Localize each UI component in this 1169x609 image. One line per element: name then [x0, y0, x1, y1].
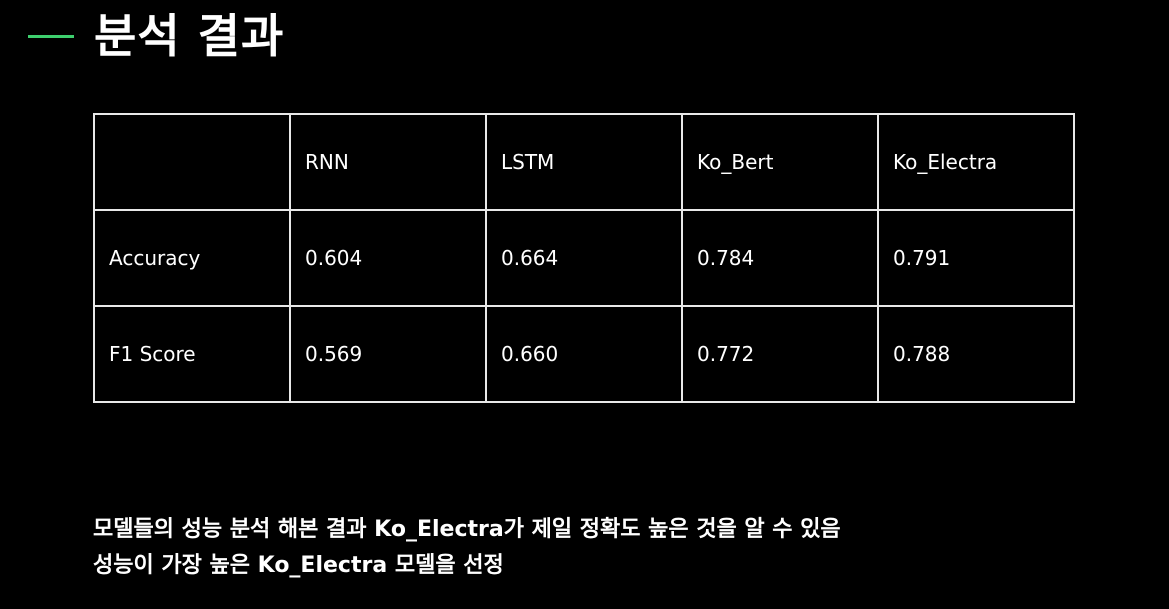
page-title: 분석 결과 [94, 9, 285, 63]
table-row: Accuracy 0.604 0.664 0.784 0.791 [93, 209, 1075, 307]
summary-line-2: 성능이 가장 높은 Ko_Electra 모델을 선정 [93, 553, 504, 578]
table-header-cell-rnn: RNN [289, 113, 487, 211]
row-label-f1-score: F1 Score [93, 305, 291, 403]
table-cell: 0.791 [877, 209, 1075, 307]
results-table: RNN LSTM Ko_Bert Ko_Electra Accuracy 0.6… [93, 113, 1075, 403]
table-row: F1 Score 0.569 0.660 0.772 0.788 [93, 305, 1075, 403]
table-header-cell-ko-electra: Ko_Electra [877, 113, 1075, 211]
title-accent-line [28, 34, 74, 38]
summary-line-1: 모델들의 성능 분석 해본 결과 Ko_Electra가 제일 정확도 높은 것… [93, 517, 841, 542]
table-cell: 0.604 [289, 209, 487, 307]
table-cell: 0.784 [681, 209, 879, 307]
summary-text: 모델들의 성능 분석 해본 결과 Ko_Electra가 제일 정확도 높은 것… [93, 512, 841, 584]
table-cell: 0.772 [681, 305, 879, 403]
table-cell: 0.788 [877, 305, 1075, 403]
row-label-accuracy: Accuracy [93, 209, 291, 307]
table-header-cell-ko-bert: Ko_Bert [681, 113, 879, 211]
table-header-cell-lstm: LSTM [485, 113, 683, 211]
title-bar: 분석 결과 [28, 6, 284, 66]
table-header-row: RNN LSTM Ko_Bert Ko_Electra [93, 113, 1075, 211]
table-cell: 0.660 [485, 305, 683, 403]
table-cell: 0.664 [485, 209, 683, 307]
table-cell: 0.569 [289, 305, 487, 403]
table-header-cell-empty [93, 113, 291, 211]
